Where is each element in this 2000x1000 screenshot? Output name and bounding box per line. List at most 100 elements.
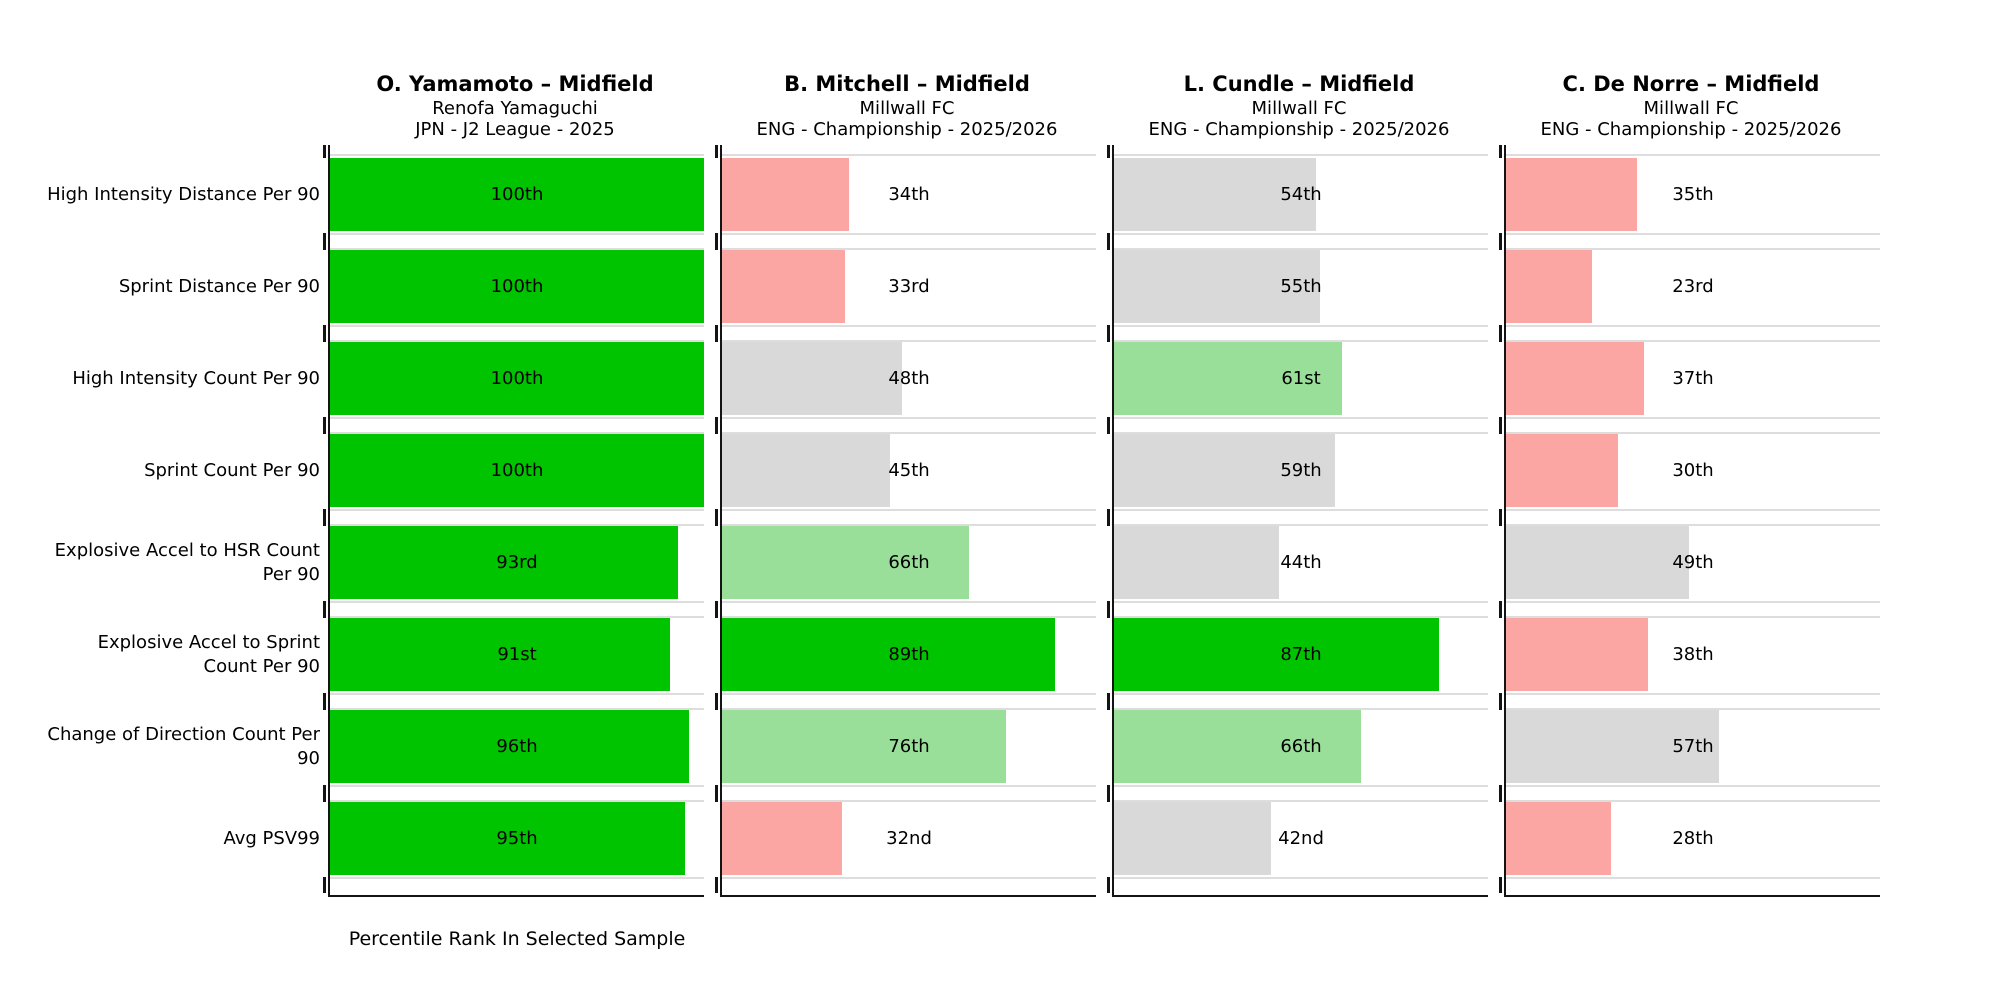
percentile-value-label: 49th bbox=[1672, 552, 1714, 573]
row-separator bbox=[722, 616, 1096, 618]
percentile-bar bbox=[722, 618, 1055, 691]
percentile-bar bbox=[1506, 434, 1619, 507]
percentile-value-label: 54th bbox=[1280, 184, 1322, 205]
percentile-bar bbox=[722, 802, 842, 875]
metric-label: Sprint Count Per 90 bbox=[0, 434, 320, 507]
row-separator bbox=[1506, 877, 1880, 879]
axis-tick bbox=[1107, 233, 1110, 250]
percentile-value-label: 30th bbox=[1672, 460, 1714, 481]
percentile-bar bbox=[330, 434, 704, 507]
percentile-bar bbox=[722, 250, 846, 323]
percentile-value-label: 76th bbox=[888, 736, 930, 757]
percentile-value-label: 93rd bbox=[496, 552, 538, 573]
axis-tick bbox=[1499, 417, 1502, 434]
axis-tick bbox=[715, 601, 718, 618]
percentile-value-label: 42nd bbox=[1278, 828, 1324, 849]
percentile-bar bbox=[1114, 158, 1316, 231]
row-separator bbox=[1114, 154, 1488, 156]
axis-tick bbox=[323, 325, 326, 342]
row-separator bbox=[330, 616, 704, 618]
metric-label-line: High Intensity Count Per 90 bbox=[72, 367, 320, 389]
metric-label-line: Per 90 bbox=[262, 563, 320, 585]
row-separator bbox=[722, 785, 1096, 787]
percentile-value-label: 100th bbox=[490, 460, 544, 481]
row-separator bbox=[722, 325, 1096, 327]
metric-label: Explosive Accel to Sprint Count Per 90 bbox=[0, 618, 320, 691]
axis-tick bbox=[1499, 145, 1502, 158]
percentile-value-label: 55th bbox=[1280, 276, 1322, 297]
metric-label-line: Explosive Accel to HSR Count bbox=[54, 539, 320, 561]
axis-tick bbox=[1499, 233, 1502, 250]
metric-label: Change of Direction Count Per 90 bbox=[0, 710, 320, 783]
row-separator bbox=[330, 340, 704, 342]
row-separator bbox=[1506, 325, 1880, 327]
percentile-bar bbox=[1506, 618, 1649, 691]
axis-tick bbox=[1499, 509, 1502, 526]
row-separator bbox=[330, 524, 704, 526]
player-team: Millwall FC bbox=[1643, 98, 1739, 120]
percentile-bar bbox=[330, 342, 704, 415]
percentile-bar bbox=[1506, 342, 1645, 415]
percentile-bar bbox=[1114, 342, 1343, 415]
axis-tick bbox=[1107, 785, 1110, 802]
row-separator bbox=[1114, 693, 1488, 695]
row-separator bbox=[1114, 601, 1488, 603]
percentile-bar bbox=[1114, 618, 1440, 691]
player-header: O. Yamamoto – Midfield Renofa Yamaguchi … bbox=[265, 72, 765, 141]
row-separator bbox=[330, 509, 704, 511]
row-separator bbox=[1114, 432, 1488, 434]
metric-label: Explosive Accel to HSR Count Per 90 bbox=[0, 526, 320, 599]
row-separator bbox=[1114, 248, 1488, 250]
percentile-value-label: 100th bbox=[490, 184, 544, 205]
percentile-bar bbox=[722, 526, 969, 599]
percentile-bar bbox=[1114, 710, 1361, 783]
player-name: C. De Norre – Midfield bbox=[1562, 72, 1820, 96]
percentile-bar bbox=[330, 250, 704, 323]
axis-tick bbox=[715, 785, 718, 802]
percentile-value-label: 66th bbox=[1280, 736, 1322, 757]
axis-tick bbox=[323, 145, 326, 158]
row-separator bbox=[722, 340, 1096, 342]
percentile-bar bbox=[1114, 434, 1335, 507]
row-separator bbox=[1506, 601, 1880, 603]
row-separator bbox=[1506, 340, 1880, 342]
percentile-value-label: 91st bbox=[497, 644, 537, 665]
percentile-value-label: 96th bbox=[496, 736, 538, 757]
player-name: B. Mitchell – Midfield bbox=[784, 72, 1030, 96]
percentile-bar bbox=[722, 434, 891, 507]
row-separator bbox=[1114, 340, 1488, 342]
row-separator bbox=[722, 800, 1096, 802]
row-separator bbox=[330, 325, 704, 327]
percentile-value-label: 48th bbox=[888, 368, 930, 389]
axis-tick bbox=[1499, 877, 1502, 893]
metric-label: Avg PSV99 bbox=[0, 802, 320, 875]
row-separator bbox=[722, 693, 1096, 695]
player-panel: 35th 23rd 37th 30th 49th 38th 57th 28th bbox=[1499, 145, 1880, 897]
axis-tick bbox=[1107, 145, 1110, 158]
axis-tick bbox=[715, 145, 718, 158]
player-header: C. De Norre – Midfield Millwall FC ENG -… bbox=[1441, 72, 1941, 141]
row-separator bbox=[1114, 417, 1488, 419]
row-separator bbox=[330, 417, 704, 419]
row-separator bbox=[722, 601, 1096, 603]
percentile-value-label: 57th bbox=[1672, 736, 1714, 757]
percentile-bar bbox=[330, 618, 671, 691]
row-separator bbox=[330, 233, 704, 235]
percentile-bar bbox=[330, 158, 704, 231]
player-panel: 54th 55th 61st 59th 44th 87th 66th 42nd bbox=[1107, 145, 1488, 897]
percentile-bar bbox=[722, 158, 850, 231]
metric-label-line: 90 bbox=[297, 747, 320, 769]
row-separator bbox=[1114, 616, 1488, 618]
row-separator bbox=[722, 432, 1096, 434]
axis-tick bbox=[715, 877, 718, 893]
row-separator bbox=[330, 154, 704, 156]
axis-tick bbox=[715, 509, 718, 526]
axis-tick bbox=[715, 417, 718, 434]
row-separator bbox=[1506, 417, 1880, 419]
player-header: L. Cundle – Midfield Millwall FC ENG - C… bbox=[1049, 72, 1549, 141]
axis-tick bbox=[1499, 785, 1502, 802]
row-separator bbox=[1114, 233, 1488, 235]
row-separator bbox=[1506, 432, 1880, 434]
percentile-value-label: 34th bbox=[888, 184, 930, 205]
